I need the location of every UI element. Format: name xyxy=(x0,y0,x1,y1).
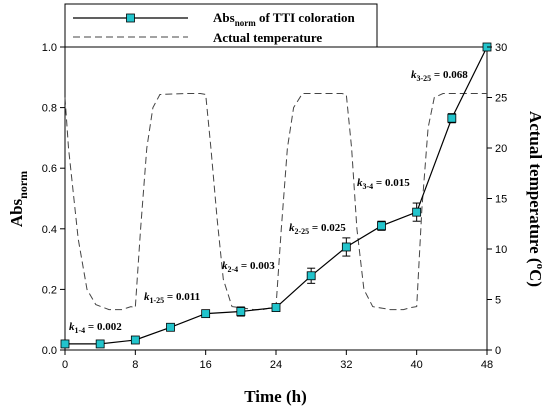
y-left-title-main: Abs xyxy=(7,198,26,227)
y-axis-right-title: Actual temperature (oC) xyxy=(526,111,546,287)
rate-constant-label: k3-25 = 0.068 xyxy=(411,69,468,83)
rate-k: k xyxy=(289,222,295,234)
legend-abs-sub: norm xyxy=(235,18,257,28)
legend-abs-rest: of TTI coloration xyxy=(256,10,356,25)
temperature-series xyxy=(64,93,487,311)
y-axis-right: 0 5 10 15 20 25 30 xyxy=(487,42,507,357)
abs-data-point xyxy=(236,307,246,316)
rate-k: k xyxy=(222,260,228,272)
abs-line xyxy=(65,46,488,345)
y-left-tick-label: 0.2 xyxy=(42,284,57,296)
y-axis-left: 0.0 0.2 0.4 0.6 0.8 1.0 xyxy=(42,42,65,357)
abs-data-point xyxy=(271,303,281,312)
y-right-tick-label: 10 xyxy=(495,244,507,256)
rate-sub: 1-25 xyxy=(150,296,165,305)
y-right-title-rest: C) xyxy=(526,269,545,287)
legend-temp-label: Actual temperature xyxy=(213,30,322,45)
y-right-title-sup: o xyxy=(534,264,546,270)
rate-value: = 0.025 xyxy=(309,222,346,234)
rate-value: = 0.002 xyxy=(85,321,122,333)
rate-k: k xyxy=(357,177,363,189)
legend: Absnorm of TTI coloration Actual temperat… xyxy=(64,3,378,48)
legend-abs-label: Absnorm of TTI coloration xyxy=(213,10,356,28)
abs-data-point xyxy=(341,242,351,252)
y-right-title-main: Actual temperature ( xyxy=(526,111,545,264)
y-right-tick-label: 25 xyxy=(495,93,507,105)
y-right-tick-label: 20 xyxy=(495,143,507,155)
y-left-tick-label: 0.6 xyxy=(42,163,57,175)
y-right-tick-label: 5 xyxy=(495,295,501,307)
rate-value: = 0.015 xyxy=(373,177,410,189)
x-axis-title: Time (h) xyxy=(244,387,307,406)
temperature-line xyxy=(64,93,487,311)
rate-sub: 2-25 xyxy=(295,227,310,236)
abs-data-point xyxy=(166,322,175,332)
y-right-tick-label: 30 xyxy=(495,42,507,54)
abs-data-point xyxy=(95,339,105,349)
rate-value: = 0.003 xyxy=(238,260,275,272)
abs-series xyxy=(60,42,492,349)
x-tick-label: 8 xyxy=(132,359,138,371)
abs-data-point xyxy=(412,207,422,217)
x-tick-label: 32 xyxy=(340,359,352,371)
x-tick-label: 48 xyxy=(481,359,493,371)
rate-sub: 3-4 xyxy=(363,182,374,191)
rate-constant-label: k2-4 = 0.003 xyxy=(222,260,275,274)
y-left-title-sub: norm xyxy=(16,171,30,199)
rate-k: k xyxy=(69,321,75,333)
x-tick-label: 0 xyxy=(62,359,68,371)
abs-data-point xyxy=(130,335,140,345)
y-axis-left-title: Absnorm xyxy=(7,171,30,227)
rate-value: = 0.068 xyxy=(431,69,468,81)
rate-constant-label: k1-25 = 0.011 xyxy=(144,291,200,305)
rate-sub: 1-4 xyxy=(75,326,86,335)
legend-abs-marker xyxy=(126,13,135,23)
abs-data-point xyxy=(447,113,457,123)
rate-value: = 0.011 xyxy=(164,291,200,303)
x-tick-label: 40 xyxy=(411,359,423,371)
abs-data-point xyxy=(201,309,211,319)
y-left-tick-label: 0.0 xyxy=(42,345,57,357)
x-axis: 0 8 16 24 32 40 48 xyxy=(62,350,493,371)
rate-constant-label: k1-4 = 0.002 xyxy=(69,321,122,335)
rate-k: k xyxy=(144,291,150,303)
rate-sub: 3-25 xyxy=(417,74,432,83)
y-right-tick-label: 15 xyxy=(495,194,507,206)
rate-constant-label: k2-25 = 0.025 xyxy=(289,222,346,236)
abs-data-point xyxy=(377,221,386,231)
y-right-tick-label: 0 xyxy=(495,345,501,357)
y-left-tick-label: 0.4 xyxy=(42,224,57,236)
legend-box xyxy=(64,3,378,48)
rate-constant-label: k3-4 = 0.015 xyxy=(357,177,410,191)
legend-abs-main: Abs xyxy=(213,10,235,25)
x-tick-label: 24 xyxy=(270,359,282,371)
abs-data-point xyxy=(60,339,70,349)
rate-k: k xyxy=(411,69,417,81)
y-left-tick-label: 1.0 xyxy=(42,42,57,54)
x-tick-label: 16 xyxy=(200,359,212,371)
rate-sub: 2-4 xyxy=(228,265,239,274)
y-left-tick-label: 0.8 xyxy=(42,103,57,115)
abs-data-point xyxy=(306,271,316,281)
